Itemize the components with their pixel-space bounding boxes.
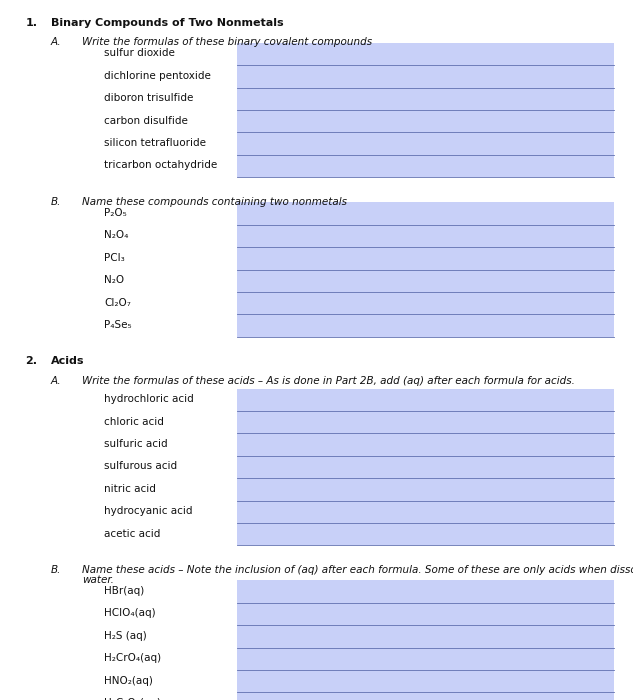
Text: HBr(aq): HBr(aq) [104,586,145,596]
Text: Cl₂O₇: Cl₂O₇ [104,298,131,307]
Bar [237,43,614,177]
Text: N₂O: N₂O [104,275,125,285]
Text: 1.: 1. [25,18,37,27]
Text: hydrocyanic acid: hydrocyanic acid [104,506,193,516]
Text: Name these compounds containing two nonmetals: Name these compounds containing two nonm… [82,197,348,206]
Text: diboron trisulfide: diboron trisulfide [104,93,194,103]
Text: HNO₂(aq): HNO₂(aq) [104,676,153,685]
Text: A.: A. [51,37,61,47]
Text: tricarbon octahydride: tricarbon octahydride [104,160,218,170]
Text: N₂O₄: N₂O₄ [104,230,129,240]
Text: H₂S (aq): H₂S (aq) [104,631,147,640]
Bar [237,202,614,337]
Text: P₄Se₅: P₄Se₅ [104,320,132,330]
Text: hydrochloric acid: hydrochloric acid [104,394,194,404]
Text: silicon tetrafluoride: silicon tetrafluoride [104,138,206,148]
Text: acetic acid: acetic acid [104,528,161,538]
Text: chloric acid: chloric acid [104,416,165,426]
Text: sulfur dioxide: sulfur dioxide [104,48,175,58]
Text: Write the formulas of these acids – As is done in Part 2B, add (aq) after each f: Write the formulas of these acids – As i… [82,376,575,386]
Text: HClO₄(aq): HClO₄(aq) [104,608,156,618]
Text: H₂C₂O₄(aq): H₂C₂O₄(aq) [104,698,161,700]
Text: dichlorine pentoxide: dichlorine pentoxide [104,71,211,80]
Bar [237,389,614,545]
Text: water.: water. [82,575,114,584]
Text: nitric acid: nitric acid [104,484,156,494]
Text: Write the formulas of these binary covalent compounds: Write the formulas of these binary coval… [82,37,372,47]
Text: Acids: Acids [51,356,84,366]
Text: P₂O₅: P₂O₅ [104,208,127,218]
Text: A.: A. [51,376,61,386]
Text: sulfurous acid: sulfurous acid [104,461,178,471]
Text: carbon disulfide: carbon disulfide [104,116,189,125]
Bar [237,580,614,700]
Text: Binary Compounds of Two Nonmetals: Binary Compounds of Two Nonmetals [51,18,283,27]
Text: 2.: 2. [25,356,37,366]
Text: B.: B. [51,197,61,206]
Text: B.: B. [51,565,61,575]
Text: Name these acids – Note the inclusion of (aq) after each formula. Some of these : Name these acids – Note the inclusion of… [82,565,633,575]
Text: sulfuric acid: sulfuric acid [104,439,168,449]
Text: PCl₃: PCl₃ [104,253,125,262]
Text: H₂CrO₄(aq): H₂CrO₄(aq) [104,653,161,663]
